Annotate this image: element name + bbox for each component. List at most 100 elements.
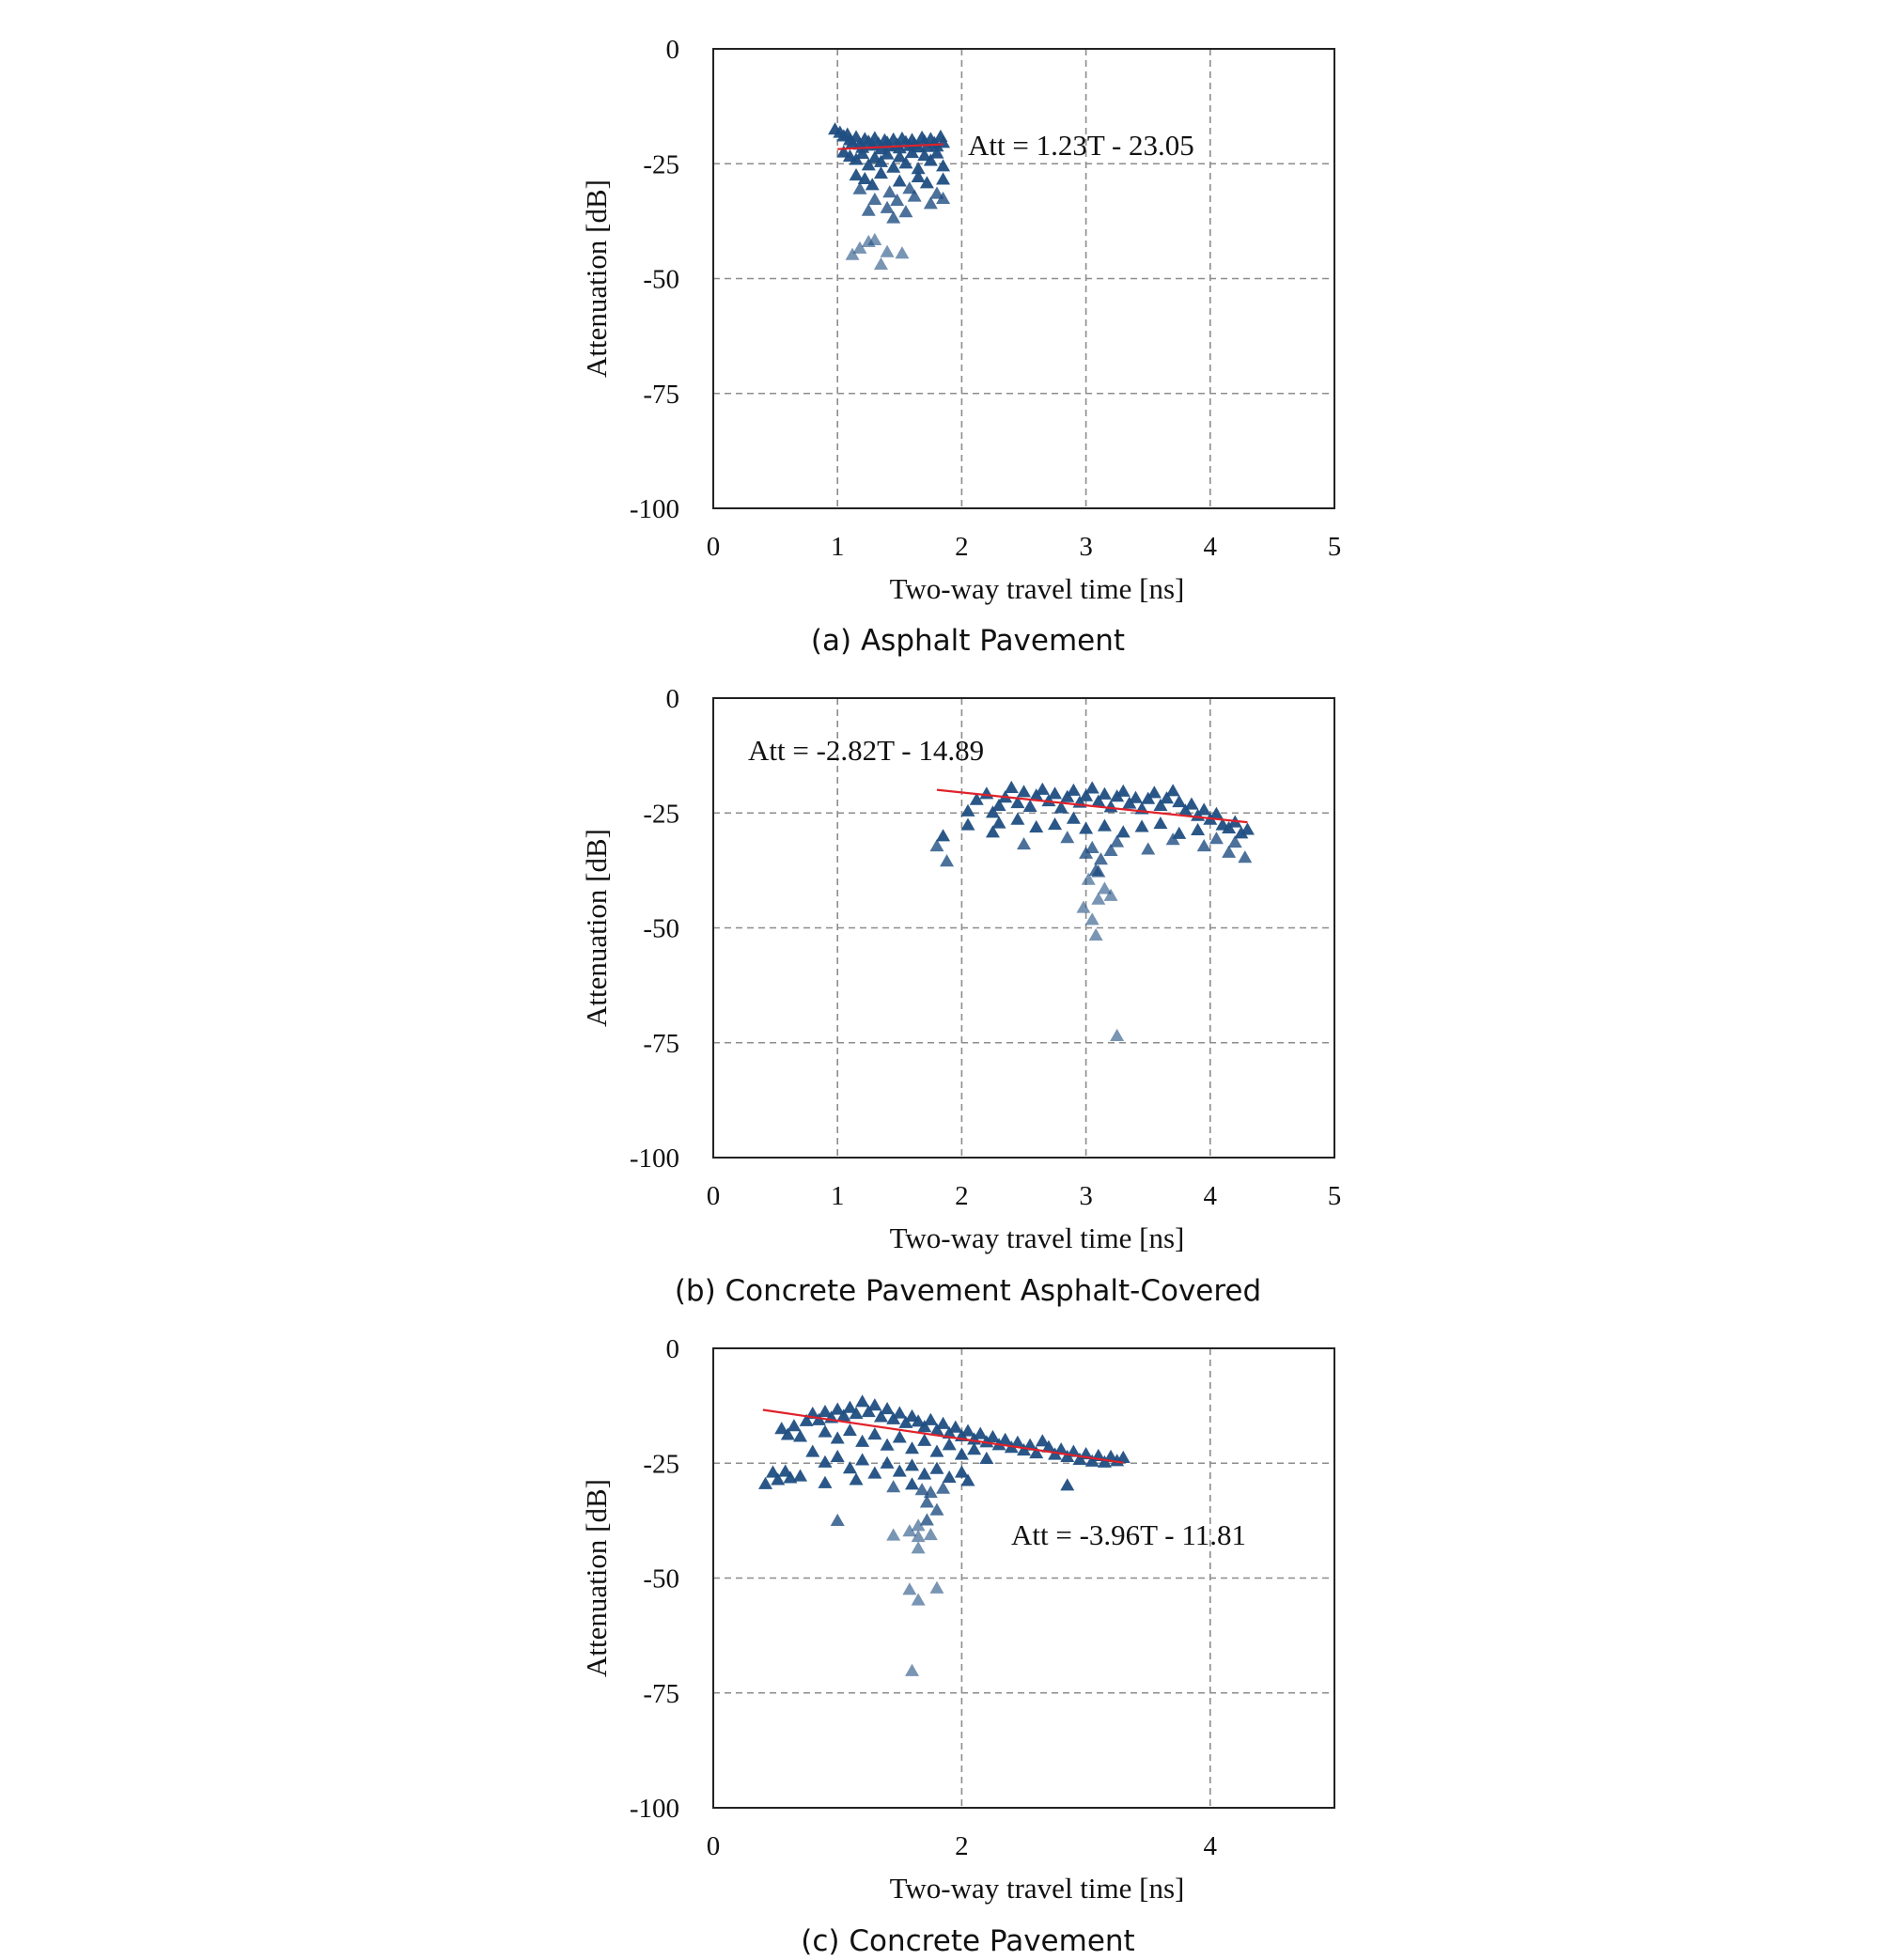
data-point [886,210,901,224]
chart-caption: (b) Concrete Pavement Asphalt-Covered [675,1274,1261,1308]
data-point [929,1423,944,1436]
data-point [1115,1450,1131,1464]
data-point [783,1470,798,1484]
data-point [793,1429,808,1442]
data-point [942,1470,957,1484]
data-point [917,148,932,162]
y-tick-label: 0 [666,1334,680,1364]
data-point [1103,843,1118,856]
x-tick-label: 4 [1204,532,1218,562]
data-point [1146,786,1162,799]
data-point [880,1402,895,1415]
data-point [929,186,944,199]
data-point [911,162,926,175]
y-tick-label: -100 [630,494,679,524]
data-point [867,192,882,206]
data-point [923,196,938,210]
data-point [861,1404,876,1418]
data-point [911,1529,926,1543]
data-point [873,154,888,167]
data-point [774,1422,789,1435]
data-point [1060,789,1075,802]
data-point [1029,1445,1044,1459]
data-point [780,1427,795,1440]
data-point [905,1663,920,1676]
data-point [1004,780,1019,793]
data-point [830,1431,845,1444]
chart-panel-asphalt: 0 -25 -50 -75 -100 0 1 2 3 4 5 Att = 1.23T - 23.0… [580,35,1341,658]
data-point [886,1480,901,1493]
data-point [765,1465,780,1478]
data-point [1240,822,1255,835]
data-point [905,1408,920,1422]
data-point [855,146,870,160]
data-point [880,147,895,160]
data-point [805,1444,820,1457]
data-point [936,172,951,185]
data-point [1110,834,1125,848]
data-point [1128,790,1143,803]
data-point [1209,806,1224,819]
y-tick-label: -75 [643,380,679,410]
data-point [902,1582,917,1595]
data-point [936,1481,951,1494]
data-point [830,1402,845,1415]
data-point [1088,927,1103,941]
y-tick-label: -75 [643,1679,679,1709]
data-point [911,1518,926,1532]
data-point [880,200,895,213]
data-point [1191,822,1206,835]
data-point [1066,811,1081,824]
x-tick-label: 4 [1204,1831,1218,1861]
data-point [985,1429,1000,1443]
data-point [1165,832,1180,846]
y-tick-label: -50 [643,1564,679,1594]
data-point [1076,900,1091,913]
data-point [929,1444,944,1457]
plot-frame [712,1347,1335,1809]
y-tick-label: -75 [643,1029,679,1059]
data-point [1172,795,1187,808]
data-point [954,1447,969,1460]
data-point [880,1438,895,1451]
data-point [787,1419,802,1432]
data-point [886,160,901,173]
x-tick-label: 0 [707,1181,721,1211]
data-point [895,246,910,259]
data-point [907,189,922,202]
data-point [929,838,944,852]
y-tick-label: -100 [630,1794,679,1824]
data-point [936,829,951,842]
y-axis-title: Attenuation [dB] [580,179,613,378]
x-tick-label: 4 [1204,1181,1218,1211]
regression-line [762,1408,1124,1464]
data-point [929,1502,944,1516]
data-point [852,181,867,194]
data-point [1035,782,1050,795]
data-point [1091,864,1106,878]
data-point [1115,825,1131,838]
data-point [1165,784,1180,797]
x-tick-labels: 0 1 2 3 4 5 [707,532,1342,562]
data-point [1060,1478,1075,1491]
y-axis-title: Attenuation [dB] [580,829,613,1027]
data-point [855,1453,870,1466]
scatter-points [828,122,951,270]
data-point [954,1465,969,1478]
regression-equation: Att = -2.82T - 14.89 [748,734,984,767]
data-point [1115,784,1131,797]
data-point [936,159,951,172]
data-point [898,156,913,169]
x-tick-label: 5 [1328,532,1342,562]
data-point [1097,786,1112,800]
x-tick-labels: 0 1 2 3 4 5 [707,1181,1342,1211]
data-point [890,193,905,206]
data-point [849,1406,864,1420]
data-point [914,1483,929,1496]
data-point [1041,794,1056,807]
data-point [793,1469,808,1482]
data-point [842,1423,857,1437]
data-point [1060,831,1075,844]
y-tick-label: -25 [643,799,679,829]
data-point [861,203,876,216]
